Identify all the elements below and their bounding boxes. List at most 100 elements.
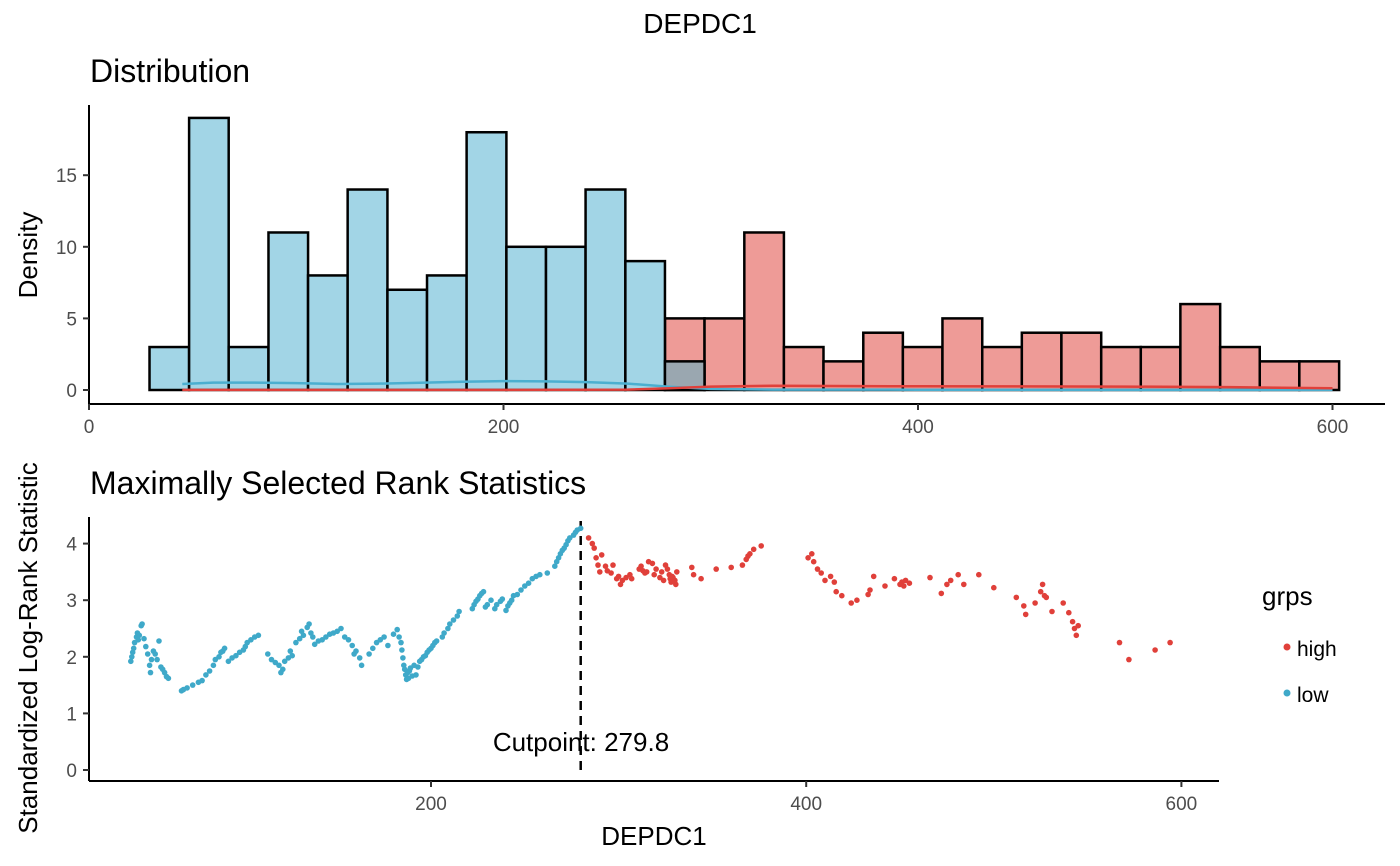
point-low [345,637,352,643]
point-low [484,601,491,608]
point-low [152,651,158,657]
point-high [595,562,601,568]
point-low [499,596,506,602]
point-low [141,635,147,642]
point-low [577,525,584,532]
hist-y-tick-label: 10 [56,238,77,259]
point-high [1032,600,1038,606]
point-high [1039,581,1046,588]
hist-bar-high [1218,345,1262,392]
point-high [1060,600,1066,606]
point-high [643,569,650,575]
hist-bar-high [862,331,905,392]
point-high [1167,639,1173,646]
point-high [690,571,697,578]
point-low [143,643,149,650]
point-high [976,571,982,578]
point-high [698,575,704,582]
point-low [399,647,405,653]
scatter-x-tick-label: 400 [790,794,822,815]
hist-bar-high [941,317,984,392]
point-high [598,552,605,558]
point-low [413,672,419,678]
point-high [608,570,614,576]
point-high [833,588,839,595]
point-high [674,569,680,575]
point-high [649,560,656,567]
hist-bar-high [1139,345,1182,392]
legend-label-low: low [1297,684,1329,707]
rank-stats-panel: 0 1 2 3 4 200 400 600 Cutpoint: 279.8 Standardi… [13,462,1219,851]
legend-label-high: high [1297,638,1337,661]
point-low [268,656,275,663]
point-low [398,639,404,646]
point-high [610,562,616,568]
point-low [255,632,262,639]
point-low [135,637,142,643]
hist-bar-low [584,188,627,392]
point-low [454,613,461,619]
point-high [944,581,950,588]
point-low [147,669,154,676]
point-low [493,601,500,608]
point-low [447,621,453,627]
point-low [296,635,303,642]
point-low [433,638,440,644]
point-low [139,621,145,627]
point-high [991,584,997,591]
point-low [480,588,487,595]
hist-bar-high [1298,360,1341,392]
point-high [1073,632,1080,639]
point-high [1013,594,1020,601]
point-high [750,546,757,553]
hist-bar-high [743,231,786,392]
point-low [210,662,217,669]
hist-y-tick-label: 0 [66,381,77,402]
point-high [870,573,877,580]
point-low [544,570,551,576]
hist-x-tick-label: 0 [84,417,95,438]
point-high [955,571,961,578]
point-high [658,569,665,575]
point-low [400,655,406,661]
density-curve-low [182,379,1333,392]
point-high [854,597,860,603]
point-low [280,666,286,673]
scatter-x-tick-label: 600 [1166,794,1198,815]
hist-bar-high [1099,345,1143,392]
rank-stats-axis-ticks: 0 1 2 3 4 200 400 600 [66,535,1197,815]
scatter-y-tick-label: 1 [66,704,77,725]
point-low [216,654,222,660]
point-low [508,597,515,603]
rank-stats-x-label: DEPDC1 [601,821,706,851]
point-low [225,658,232,665]
point-high [831,579,838,585]
hist-bar-low [544,245,587,392]
point-low [189,682,196,688]
point-high [591,545,597,551]
scatter-x-tick-label: 200 [415,794,447,815]
point-low [184,685,190,691]
hist-bar-low [187,116,230,392]
point-low [518,587,524,593]
hist-bar-high [1179,302,1222,392]
point-low [394,626,401,633]
point-low [199,677,205,684]
point-high [901,583,907,589]
legend-key-high [1283,643,1291,651]
hist-bar-low [465,130,508,392]
point-high [827,573,834,580]
point-high [597,569,603,575]
rank-stats-plot-area [128,520,1173,770]
hist-bar-high [901,345,944,392]
hist-bar-high [1020,331,1063,392]
hist-x-tick-label: 200 [488,417,520,438]
point-high [1152,647,1158,653]
point-low [276,662,282,669]
point-low [293,639,299,646]
point-low [456,608,462,615]
hist-bar-high [782,345,825,392]
point-low [525,580,532,586]
point-low [514,591,521,598]
